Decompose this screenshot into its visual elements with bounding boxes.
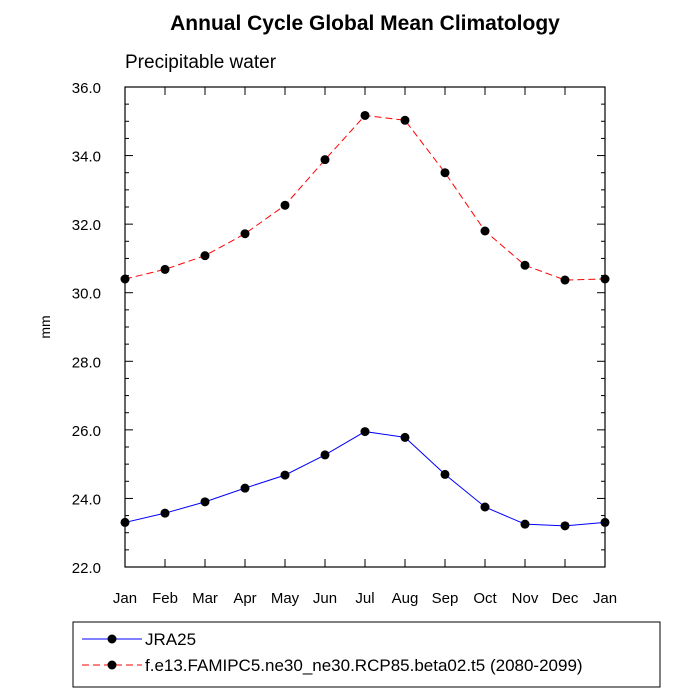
chart-title: Annual Cycle Global Mean Climatology: [170, 12, 560, 35]
y-tick-label: 24.0: [72, 491, 101, 508]
data-point: [440, 168, 450, 178]
x-tick-label: Jan: [113, 590, 137, 607]
series-line: [124, 114, 606, 281]
legend-marker: [107, 634, 117, 644]
legend: JRA25 f.e13.FAMIPC5.ne30_ne30.RCP85.beta0…: [72, 621, 661, 688]
x-tick-label: Sep: [432, 590, 459, 607]
plot-frame: [124, 86, 606, 568]
data-point: [440, 469, 450, 479]
series-group: [120, 427, 610, 531]
data-point: [200, 497, 210, 507]
legend-marker: [107, 660, 117, 670]
x-tick-label: Jan: [593, 590, 617, 607]
y-tick-label: 34.0: [72, 149, 101, 166]
data-point: [240, 483, 250, 493]
y-tick-label: 32.0: [72, 217, 101, 234]
chart-subtitle: Precipitable water: [125, 52, 277, 73]
x-tick-label: Dec: [552, 590, 579, 607]
data-point: [280, 200, 290, 210]
x-tick-label: Aug: [392, 590, 419, 607]
data-point: [400, 432, 410, 442]
series-layer: [120, 110, 610, 531]
data-point: [320, 450, 330, 460]
data-point: [600, 517, 610, 527]
data-point: [360, 427, 370, 437]
data-point: [560, 521, 570, 531]
y-tick-label: 22.0: [72, 560, 101, 577]
series-line: [124, 431, 606, 527]
y-axis-label: mm: [37, 315, 53, 338]
y-tick-label: 36.0: [72, 80, 101, 97]
data-point: [520, 260, 530, 270]
data-point: [560, 275, 570, 285]
x-tick-label: Mar: [192, 590, 218, 607]
y-tick-label: 30.0: [72, 286, 101, 303]
x-tick-label: Apr: [233, 590, 256, 607]
legend-entries: JRA25 f.e13.FAMIPC5.ne30_ne30.RCP85.beta0…: [82, 630, 583, 675]
data-point: [480, 226, 490, 236]
legend-label: f.e13.FAMIPC5.ne30_ne30.RCP85.beta02.t5 …: [145, 656, 583, 675]
data-point: [280, 470, 290, 480]
legend-box: [72, 621, 661, 688]
data-point: [360, 110, 370, 120]
x-tick-label: Nov: [512, 590, 539, 607]
x-tick-label: May: [271, 590, 300, 607]
y-tick-label: 28.0: [72, 354, 101, 371]
x-tick-label: Jun: [313, 590, 337, 607]
data-point: [600, 274, 610, 284]
data-point: [160, 508, 170, 518]
x-tick-label: Oct: [473, 590, 497, 607]
x-tick-label: Jul: [355, 590, 374, 607]
data-point: [400, 115, 410, 125]
data-point: [200, 251, 210, 261]
data-point: [320, 155, 330, 165]
data-point: [120, 517, 130, 527]
data-point: [480, 502, 490, 512]
series-group: [120, 110, 610, 285]
data-point: [160, 264, 170, 274]
data-point: [520, 519, 530, 529]
data-point: [120, 274, 130, 284]
axes: 22.0 24.0 26.0 28.0 30.0 32.0 34.0 36.0 Jan Feb Ma…: [72, 80, 617, 607]
data-point: [240, 229, 250, 239]
y-tick-label: 26.0: [72, 423, 101, 440]
x-tick-label: Feb: [152, 590, 178, 607]
legend-label: JRA25: [145, 630, 196, 649]
